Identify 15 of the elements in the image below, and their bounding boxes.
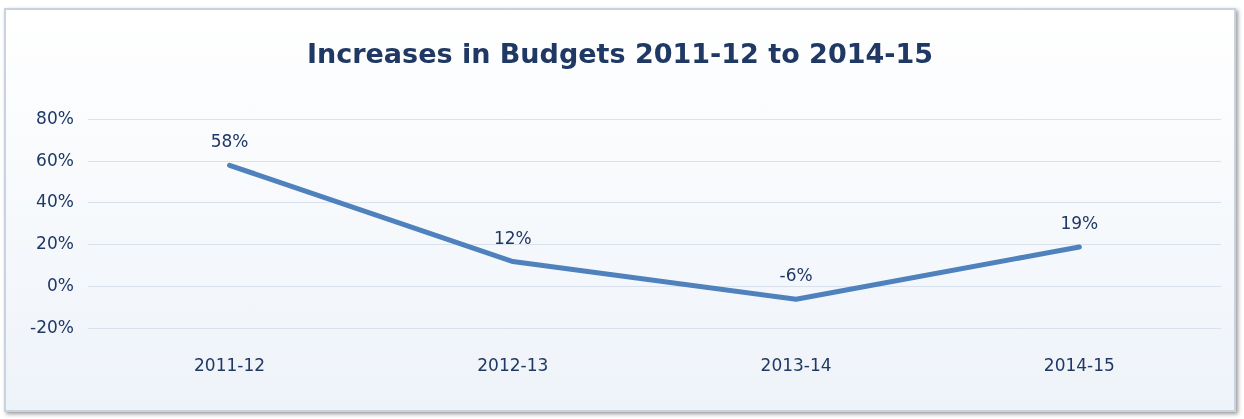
x-tick-label: 2013-14 [760,355,832,376]
data-label: 58% [210,131,249,152]
y-tick-label: 60% [36,149,74,170]
data-label: 12% [493,227,532,248]
chart-title: Increases in Budgets 2011-12 to 2014-15 [305,38,935,69]
x-tick-label: 2012-13 [477,355,549,376]
data-label: -6% [779,265,813,286]
data-label: 19% [1060,212,1099,233]
y-tick-label: 80% [36,107,74,128]
y-tick-label: 20% [36,233,74,254]
x-tick-label: 2014-15 [1043,355,1115,376]
x-tick-label: 2011-12 [194,355,266,376]
y-tick-label: 0% [46,275,74,296]
y-tick-label: 40% [36,191,74,212]
y-tick-label: -20% [30,317,74,338]
